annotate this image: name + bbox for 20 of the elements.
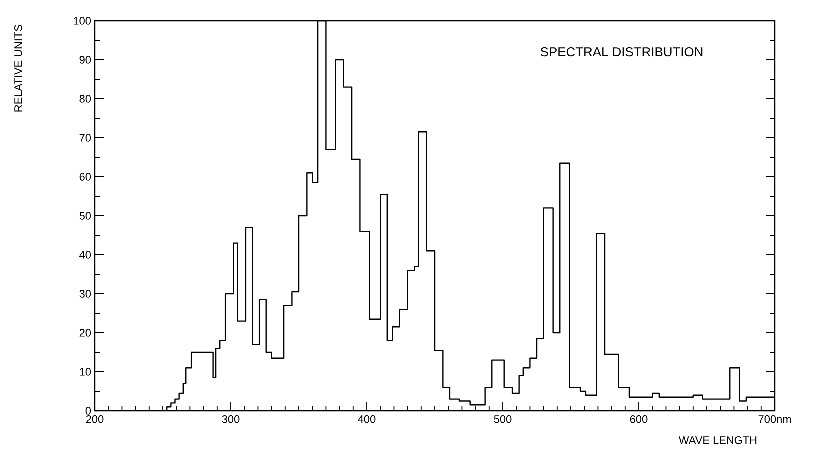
y-tick-label: 50 [80,212,92,220]
x-axis-title: WAVE LENGTH [678,436,757,444]
x-tick-label: 400 [358,416,376,424]
y-tick-label: 90 [80,56,92,64]
x-tick-label: 500 [494,416,512,424]
x-tick-label: 600 [630,416,648,424]
y-tick-label: 70 [80,134,92,142]
text: SPECTRAL DISTRIBUTION [540,47,703,57]
x-tick-label: 700nm [758,416,792,424]
y-tick-label: 0 [86,407,92,415]
y-tick-label: 40 [80,251,92,259]
y-tick-label: 30 [80,290,92,298]
y-tick-label: 80 [80,95,92,103]
x-tick-label: 300 [222,416,240,424]
y-axis-title: RELATIVE UNITS [14,25,22,112]
x-tick-label: 200 [86,416,104,424]
y-tick-label: 10 [80,368,92,376]
y-tick-label: 60 [80,173,92,181]
y-tick-label: 100 [74,17,92,25]
y-tick-label: 20 [80,329,92,337]
